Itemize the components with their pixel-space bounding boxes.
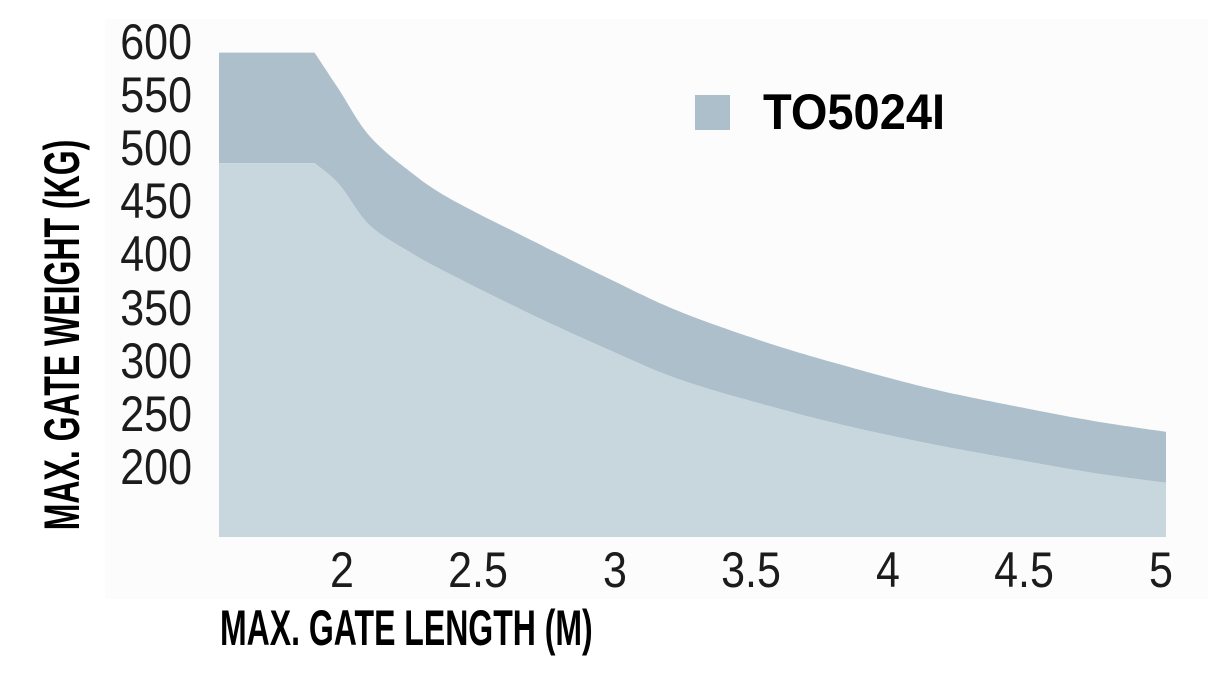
y-tick-label: 550	[120, 67, 192, 124]
x-tick-label: 2	[329, 542, 354, 598]
x-tick-label: 4	[875, 542, 900, 598]
series-area-lower	[219, 163, 1166, 537]
x-tick-label: 3	[602, 542, 627, 598]
y-tick-label: 250	[120, 385, 192, 442]
x-axis-title: MAX. GATE LENGTH (M)	[220, 600, 593, 656]
y-tick-label: 600	[120, 14, 192, 70]
y-tick-label: 450	[120, 173, 192, 230]
y-tick-label: 200	[120, 438, 192, 495]
x-tick-label: 3.5	[721, 542, 782, 598]
x-tick-label: 5	[1148, 542, 1173, 598]
x-tick-label: 4.5	[994, 542, 1054, 598]
y-axis-title: MAX. GATE WEIGHT (KG)	[34, 139, 90, 531]
x-tick-label: 2.5	[448, 542, 509, 598]
series-area-upper-band	[219, 52, 1166, 483]
legend-label: TO5024I	[763, 84, 946, 140]
y-tick-label: 400	[120, 226, 192, 283]
y-tick-label: 500	[120, 120, 192, 177]
legend-swatch-icon	[695, 95, 730, 130]
y-tick-label: 350	[120, 279, 192, 336]
y-tick-label: 300	[120, 332, 192, 389]
